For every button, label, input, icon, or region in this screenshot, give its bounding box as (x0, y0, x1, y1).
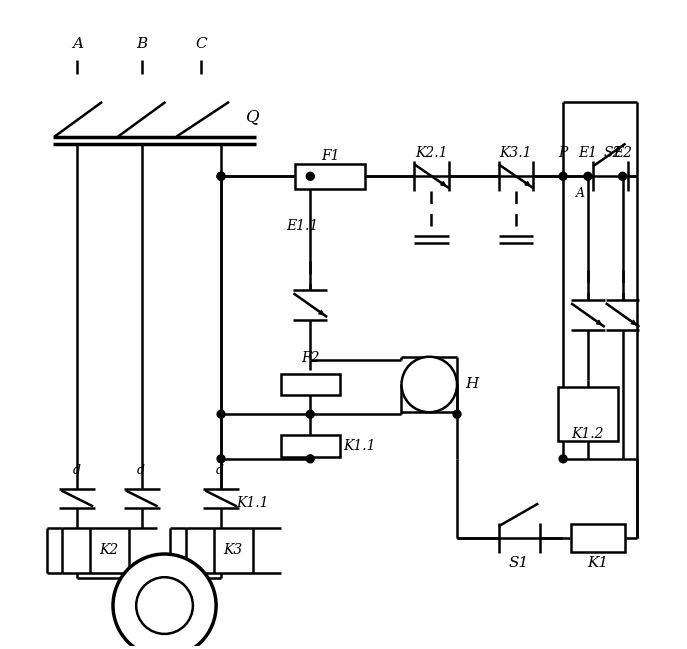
Circle shape (306, 410, 314, 418)
Bar (280, 435, 340, 457)
Text: S1: S1 (508, 556, 528, 570)
Bar (295, 164, 365, 189)
Text: F2: F2 (301, 350, 319, 365)
Text: K1: K1 (587, 556, 609, 570)
Text: d: d (72, 464, 80, 477)
Circle shape (217, 173, 225, 180)
Text: d: d (137, 464, 145, 477)
Circle shape (559, 173, 567, 180)
Circle shape (136, 577, 193, 634)
Circle shape (306, 173, 314, 180)
Text: C: C (195, 38, 207, 51)
Text: K1.2: K1.2 (572, 427, 604, 441)
Circle shape (113, 554, 216, 649)
Text: E1.1: E1.1 (286, 219, 319, 233)
Text: F1: F1 (321, 149, 339, 164)
Text: M: M (155, 596, 174, 615)
Text: B: B (136, 38, 148, 51)
Text: K1.1: K1.1 (344, 439, 376, 453)
Circle shape (217, 455, 225, 463)
Text: P: P (559, 147, 567, 160)
Text: K3: K3 (223, 543, 243, 557)
Text: K2: K2 (100, 543, 119, 557)
Text: E1: E1 (578, 147, 598, 160)
Circle shape (217, 410, 225, 418)
Text: d: d (216, 464, 224, 477)
Circle shape (217, 173, 225, 180)
Text: K2.1: K2.1 (415, 147, 447, 160)
Text: K3.1: K3.1 (499, 147, 532, 160)
Bar (558, 387, 618, 441)
Circle shape (453, 410, 461, 418)
Text: A: A (72, 38, 83, 51)
Bar (570, 524, 625, 552)
Text: E2: E2 (613, 147, 632, 160)
Circle shape (401, 357, 457, 412)
Text: H: H (465, 378, 479, 391)
Circle shape (559, 455, 567, 463)
Text: Q: Q (246, 108, 260, 125)
Text: A: A (576, 187, 585, 200)
Text: S2: S2 (603, 147, 622, 160)
Circle shape (584, 173, 592, 180)
Bar (280, 374, 340, 395)
Text: K1.1: K1.1 (236, 496, 269, 511)
Circle shape (618, 173, 627, 180)
Circle shape (306, 455, 314, 463)
